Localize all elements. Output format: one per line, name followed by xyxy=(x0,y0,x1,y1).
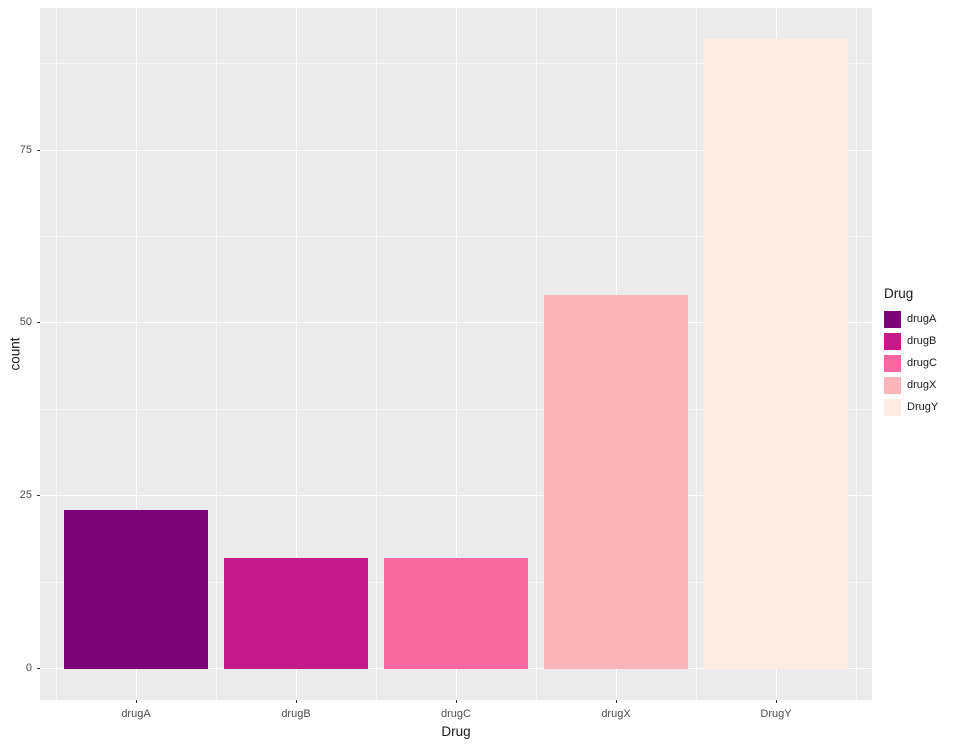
legend: Drug drugA drugB drugC drugX DrugY xyxy=(884,286,938,418)
x-axis-tick xyxy=(615,700,617,703)
x-axis-tick xyxy=(135,700,137,703)
gridline-minor-x xyxy=(695,8,697,700)
legend-label: drugX xyxy=(907,379,937,391)
y-tick-label: 50 xyxy=(19,316,32,329)
legend-label: DrugY xyxy=(907,401,939,413)
legend-title: Drug xyxy=(884,286,914,301)
gridline-minor-x xyxy=(535,8,537,700)
legend-entry: drugA xyxy=(884,308,938,330)
legend-swatch xyxy=(884,310,901,328)
y-axis-tick xyxy=(37,322,40,324)
x-axis-tick xyxy=(295,700,297,703)
y-axis-tick xyxy=(37,495,40,497)
x-tick-label: drugC xyxy=(441,708,471,720)
x-tick-label: drugB xyxy=(281,708,311,720)
x-axis-tick xyxy=(455,700,457,703)
y-axis-title: count xyxy=(7,337,23,371)
legend-entry: drugC xyxy=(884,352,938,374)
y-axis-tick xyxy=(37,149,40,151)
y-tick-label: 0 xyxy=(25,662,32,675)
legend-entry: drugX xyxy=(884,374,938,396)
legend-swatch xyxy=(884,398,901,416)
legend-swatch xyxy=(884,354,901,372)
x-tick-label: DrugY xyxy=(760,708,792,720)
y-axis-tick xyxy=(37,668,40,670)
gridline-minor-x xyxy=(375,8,377,700)
x-tick-label: drugA xyxy=(121,708,151,720)
legend-swatch xyxy=(884,376,901,394)
bar-DrugY xyxy=(704,39,848,669)
x-axis-title: Drug xyxy=(441,724,471,739)
plot-panel xyxy=(40,8,872,700)
legend-label: drugB xyxy=(907,335,937,347)
x-tick-label: drugX xyxy=(601,708,631,720)
gridline-major-x xyxy=(295,8,297,700)
gridline-minor-x xyxy=(855,8,857,700)
legend-entry: DrugY xyxy=(884,396,938,418)
bar-drugA xyxy=(64,509,208,669)
gridline-major-x xyxy=(455,8,457,700)
bar-drugC xyxy=(384,557,528,669)
y-tick-label: 75 xyxy=(19,143,32,156)
gridline-minor-x xyxy=(55,8,57,700)
bar-drugB xyxy=(224,557,368,669)
legend-entries: drugA drugB drugC drugX DrugY xyxy=(884,308,938,418)
legend-label: drugC xyxy=(907,357,937,369)
gridline-minor-x xyxy=(215,8,217,700)
legend-entry: drugB xyxy=(884,330,938,352)
x-axis-tick xyxy=(775,700,777,703)
bar-drugX xyxy=(544,295,688,669)
legend-swatch xyxy=(884,332,901,350)
y-tick-label: 25 xyxy=(19,489,32,502)
gridline-major-x xyxy=(135,8,137,700)
legend-label: drugA xyxy=(907,313,937,325)
